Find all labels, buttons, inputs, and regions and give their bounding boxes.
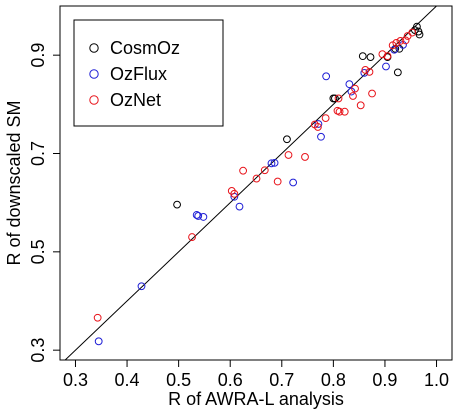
data-point-cosmoz bbox=[393, 68, 402, 77]
data-point-ozflux bbox=[345, 80, 354, 89]
x-tick-label: 0.5 bbox=[166, 370, 191, 390]
data-point-oznet bbox=[396, 37, 405, 45]
x-tick-label: 0.8 bbox=[321, 370, 346, 390]
y-tick-label: 0.7 bbox=[28, 141, 48, 166]
data-point-ozflux bbox=[390, 45, 399, 54]
legend-marker-cosmoz bbox=[89, 43, 99, 53]
data-point-oznet bbox=[230, 189, 239, 198]
y-tick-label: 0.5 bbox=[28, 239, 48, 264]
y-axis-title: R of downscaled SM bbox=[4, 100, 24, 265]
data-point-oznet bbox=[313, 123, 322, 131]
data-point-oznet bbox=[378, 50, 387, 59]
data-point-oznet bbox=[321, 114, 330, 122]
data-point-cosmoz bbox=[410, 26, 419, 34]
data-point-oznet bbox=[273, 177, 282, 186]
data-point-cosmoz bbox=[283, 135, 291, 144]
data-point-ozflux bbox=[137, 282, 146, 291]
data-point-oznet bbox=[408, 28, 417, 37]
data-point-oznet bbox=[284, 151, 293, 159]
data-point-oznet bbox=[188, 233, 196, 241]
legend-label-oznet: OzNet bbox=[110, 90, 161, 110]
y-tick-label: 0.9 bbox=[28, 43, 48, 68]
data-point-cosmoz bbox=[366, 53, 375, 62]
data-point-oznet bbox=[356, 101, 365, 110]
data-point-ozflux bbox=[235, 202, 244, 211]
data-point-oznet bbox=[340, 107, 349, 116]
data-point-cosmoz bbox=[331, 94, 339, 103]
data-point-ozflux bbox=[270, 158, 279, 167]
data-point-cosmoz bbox=[358, 52, 367, 61]
data-point-oznet bbox=[383, 52, 392, 61]
data-point-oznet bbox=[301, 153, 309, 161]
x-axis-title: R of AWRA-L analysis bbox=[168, 389, 344, 409]
data-point-oznet bbox=[401, 36, 410, 45]
legend-box bbox=[73, 19, 224, 127]
y-tick-label: 0.3 bbox=[28, 338, 48, 363]
x-tick-label: 0.7 bbox=[269, 370, 294, 390]
data-point-cosmoz bbox=[415, 30, 424, 39]
data-point-oznet bbox=[93, 313, 102, 322]
data-point-ozflux bbox=[199, 213, 208, 221]
x-tick-label: 0.9 bbox=[372, 370, 397, 390]
data-point-ozflux bbox=[289, 178, 298, 187]
plot-frame bbox=[59, 5, 453, 361]
legend-label-cosmoz: CosmOz bbox=[110, 38, 180, 58]
data-point-ozflux bbox=[94, 337, 103, 346]
data-point-oznet bbox=[335, 107, 344, 116]
data-point-oznet bbox=[334, 94, 343, 103]
data-point-ozflux bbox=[267, 159, 276, 168]
data-point-oznet bbox=[368, 89, 376, 98]
data-point-oznet bbox=[392, 38, 401, 47]
data-point-ozflux bbox=[322, 72, 331, 81]
data-point-oznet bbox=[361, 66, 370, 74]
data-point-oznet bbox=[260, 166, 269, 175]
data-point-cosmoz bbox=[173, 200, 181, 209]
data-point-oznet bbox=[365, 67, 374, 76]
legend-label-ozflux: OzFlux bbox=[110, 64, 167, 84]
data-point-ozflux bbox=[194, 212, 203, 220]
data-point-oznet bbox=[349, 92, 357, 100]
data-point-ozflux bbox=[382, 62, 390, 71]
x-tick-label: 0.6 bbox=[218, 370, 243, 390]
legend-marker-ozflux bbox=[89, 69, 99, 79]
data-point-ozflux bbox=[317, 132, 325, 141]
data-point-ozflux bbox=[314, 120, 323, 128]
x-tick-label: 0.4 bbox=[115, 370, 140, 390]
x-tick-label: 1.0 bbox=[424, 370, 449, 390]
data-point-oznet bbox=[239, 166, 248, 175]
data-point-oznet bbox=[351, 84, 359, 93]
data-point-oznet bbox=[252, 174, 261, 183]
legend-marker-oznet bbox=[89, 95, 99, 105]
x-tick-label: 0.3 bbox=[63, 370, 88, 390]
